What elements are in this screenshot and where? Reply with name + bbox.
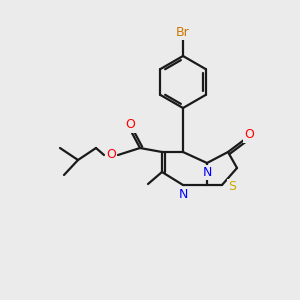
Text: N: N [202,166,212,178]
Text: S: S [228,179,236,193]
Text: O: O [244,128,254,142]
Text: O: O [106,148,116,161]
Text: O: O [125,118,135,131]
Text: Br: Br [176,26,190,38]
Text: N: N [178,188,188,200]
